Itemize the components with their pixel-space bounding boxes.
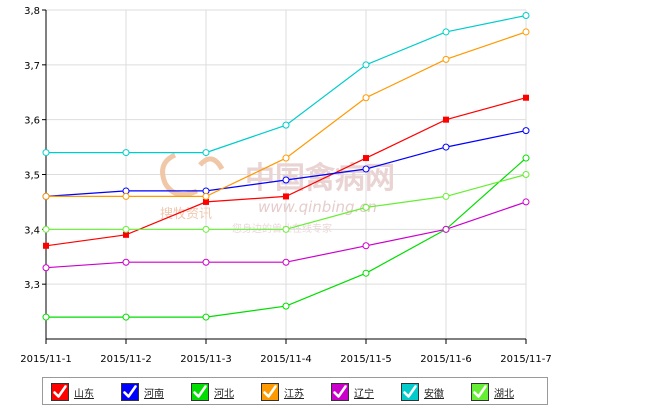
legend-label: 河南	[144, 388, 164, 400]
data-point[interactable]	[42, 313, 50, 321]
series-2	[42, 127, 530, 200]
data-point[interactable]	[42, 264, 50, 272]
watermark-url: www.qinbing.cn	[258, 198, 377, 216]
legend-item[interactable]: 辽宁	[331, 382, 374, 402]
data-point[interactable]	[362, 61, 370, 69]
y-tick-label: 3,4	[24, 225, 40, 236]
x-tick-label: 2015/11-1	[20, 354, 72, 365]
data-point[interactable]	[283, 193, 289, 200]
legend-label: 江苏	[284, 388, 304, 400]
data-point[interactable]	[523, 94, 529, 101]
watermark-cn-name: 中国禽病网	[245, 161, 395, 196]
data-point[interactable]	[122, 149, 130, 157]
data-point[interactable]	[43, 242, 49, 249]
watermark-slogan: 您身边的兽业在线专家	[232, 222, 332, 235]
legend-label: 湖北	[494, 388, 514, 400]
data-point[interactable]	[203, 198, 209, 205]
legend: 山东 河南 河北 江苏 辽宁 安徽 湖北	[42, 377, 548, 405]
data-point[interactable]	[202, 192, 210, 200]
tick-labels: 3,3 3,4 3,5 3,6 3,7 3,8 2015/11-1 2015/11-2 2015…	[20, 6, 552, 365]
series-4	[42, 28, 530, 200]
checkbox-checked-icon[interactable]	[191, 383, 209, 401]
y-tick-label: 3,8	[24, 6, 40, 17]
checkbox-checked-icon[interactable]	[401, 383, 419, 401]
series-6	[42, 11, 530, 157]
data-point[interactable]	[123, 231, 129, 238]
x-tick-label: 2015/11-4	[260, 354, 312, 365]
watermark-brand: 搜牧资讯	[160, 207, 212, 222]
data-point[interactable]	[522, 127, 530, 135]
series-7	[42, 171, 530, 233]
axes	[42, 9, 527, 344]
checkbox-checked-icon[interactable]	[471, 383, 489, 401]
data-point[interactable]	[282, 302, 290, 310]
data-point[interactable]	[42, 192, 50, 200]
data-point[interactable]	[442, 143, 450, 151]
grid-lines	[46, 9, 527, 339]
legend-label: 河北	[214, 388, 234, 400]
data-point[interactable]	[202, 258, 210, 266]
legend-label: 山东	[74, 388, 94, 400]
y-tick-label: 3,7	[24, 61, 40, 72]
x-tick-label: 2015/11-6	[420, 354, 472, 365]
data-point[interactable]	[282, 176, 290, 184]
data-point[interactable]	[362, 94, 370, 102]
data-point[interactable]	[522, 154, 530, 162]
legend-item[interactable]: 江苏	[261, 382, 304, 402]
legend-item[interactable]: 安徽	[401, 382, 444, 402]
legend-item[interactable]: 河北	[191, 382, 234, 402]
series-layer	[42, 11, 530, 321]
data-point[interactable]	[522, 28, 530, 36]
data-point[interactable]	[363, 155, 369, 162]
data-point[interactable]	[282, 225, 290, 233]
data-point[interactable]	[522, 171, 530, 178]
y-tick-label: 3,6	[24, 116, 40, 127]
checkbox-checked-icon[interactable]	[121, 383, 139, 401]
data-point[interactable]	[202, 313, 210, 321]
legend-item[interactable]: 山东	[51, 382, 94, 402]
legend-item[interactable]: 河南	[121, 382, 164, 402]
checkbox-checked-icon[interactable]	[51, 383, 69, 401]
watermark: 中国禽病网 www.qinbing.cn 搜牧资讯 您身边的兽业在线专家	[160, 152, 395, 235]
data-point[interactable]	[282, 154, 290, 162]
data-point[interactable]	[362, 242, 370, 250]
data-point[interactable]	[122, 225, 130, 233]
x-tick-label: 2015/11-2	[100, 354, 152, 365]
y-tick-label: 3,3	[24, 280, 40, 291]
data-point[interactable]	[122, 313, 130, 321]
data-point[interactable]	[362, 269, 370, 277]
data-point[interactable]	[202, 149, 210, 157]
checkbox-checked-icon[interactable]	[331, 383, 349, 401]
data-point[interactable]	[42, 149, 50, 157]
data-point[interactable]	[362, 203, 370, 211]
checkbox-checked-icon[interactable]	[261, 383, 279, 401]
data-point[interactable]	[122, 258, 130, 266]
legend-label: 辽宁	[354, 388, 374, 400]
x-tick-label: 2015/11-3	[180, 354, 232, 365]
data-point[interactable]	[282, 258, 290, 266]
x-tick-label: 2015/11-7	[500, 354, 552, 365]
data-point[interactable]	[362, 165, 370, 173]
legend-label: 安徽	[424, 388, 444, 400]
data-point[interactable]	[442, 192, 450, 200]
data-point[interactable]	[522, 198, 530, 206]
data-point[interactable]	[282, 121, 290, 129]
legend-item[interactable]: 湖北	[471, 382, 514, 402]
data-point[interactable]	[443, 116, 449, 123]
data-point[interactable]	[122, 192, 130, 200]
data-point[interactable]	[42, 225, 50, 233]
data-point[interactable]	[522, 11, 530, 19]
data-point[interactable]	[202, 225, 210, 233]
data-point[interactable]	[442, 55, 450, 63]
series-5	[42, 198, 530, 272]
data-point[interactable]	[442, 225, 450, 233]
x-tick-label: 2015/11-5	[340, 354, 392, 365]
series-1	[43, 94, 529, 249]
y-tick-label: 3,5	[24, 171, 40, 182]
data-point[interactable]	[442, 28, 450, 36]
